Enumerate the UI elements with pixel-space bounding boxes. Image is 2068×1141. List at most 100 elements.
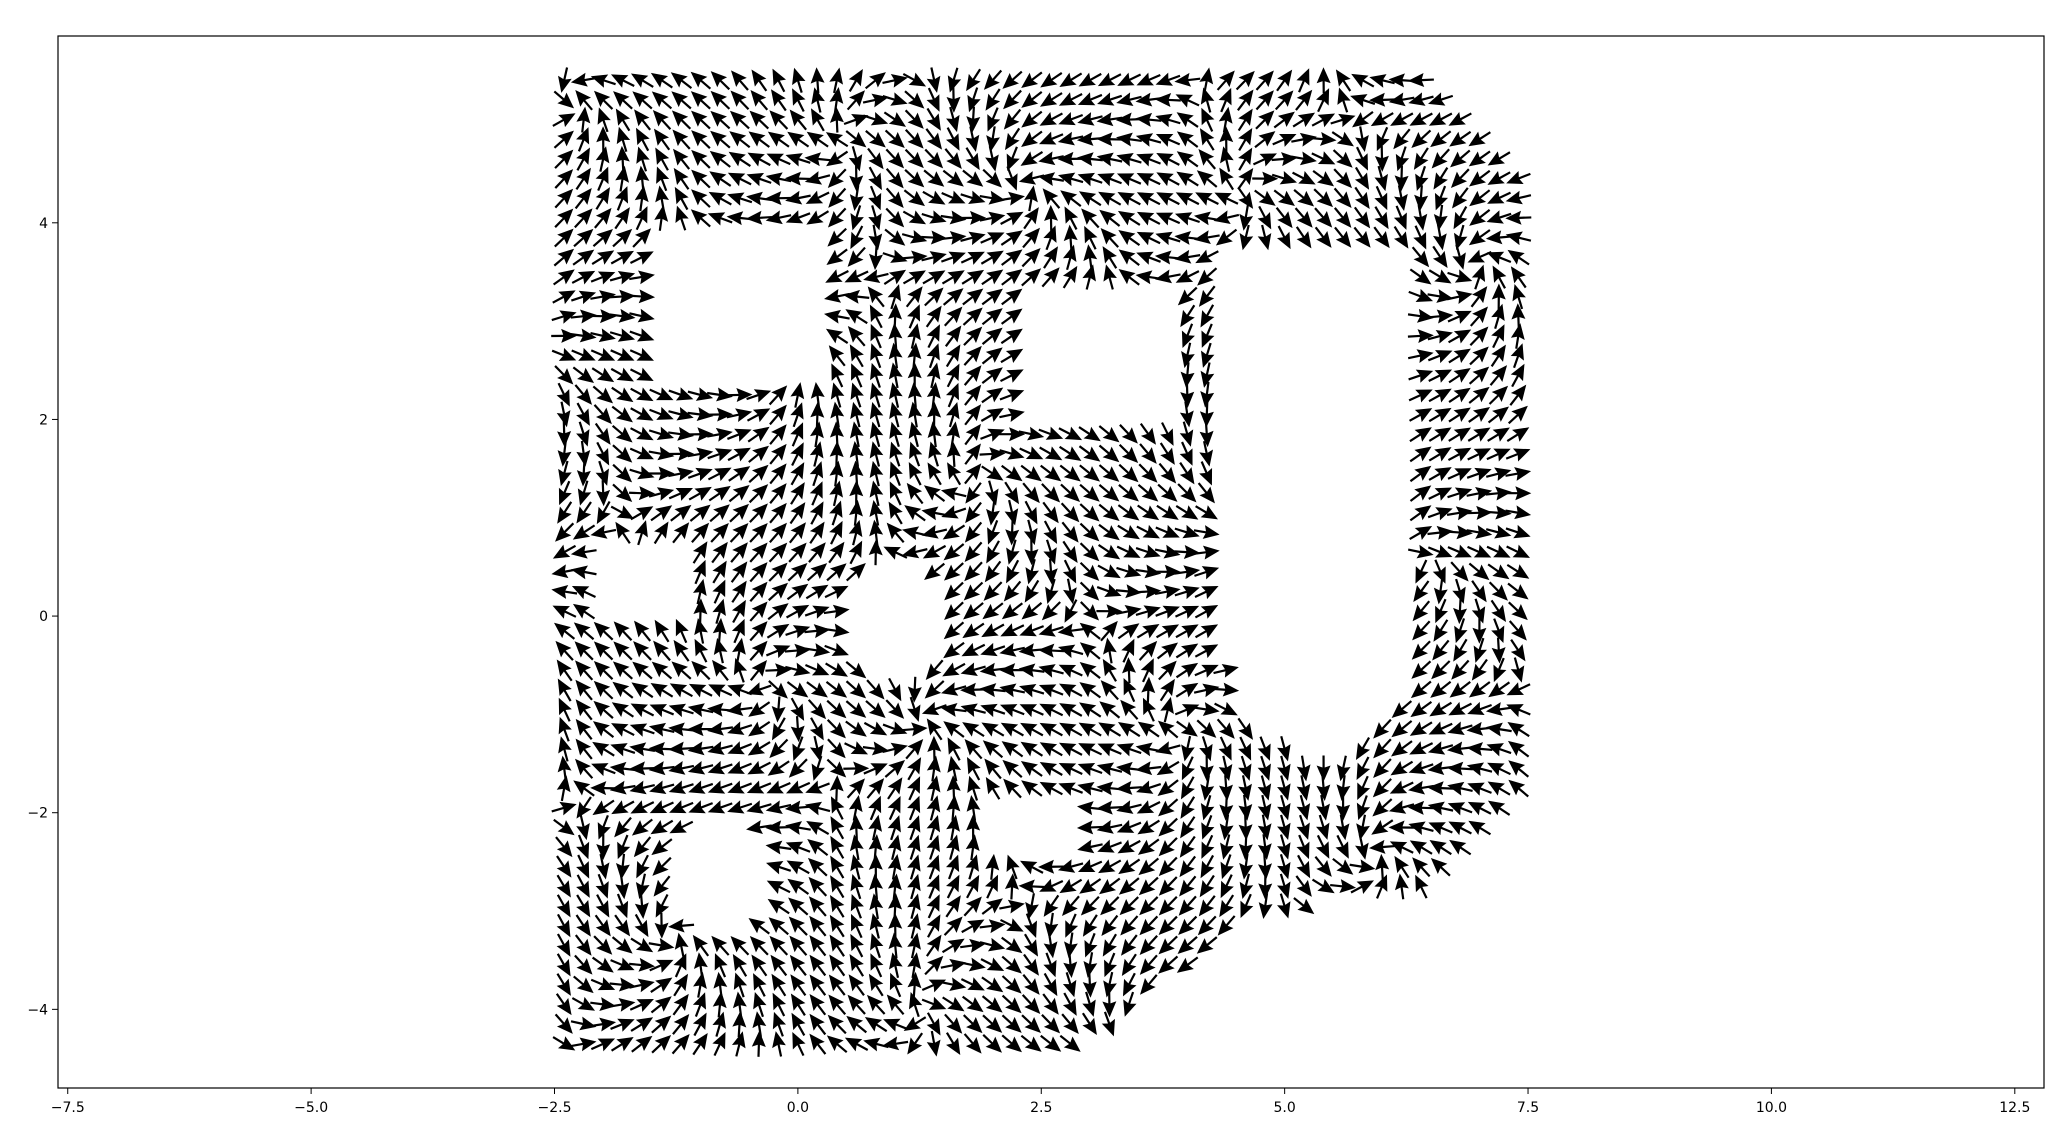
quiver-arrow <box>632 661 653 680</box>
quiver-arrow <box>609 308 636 323</box>
quiver-arrow <box>712 1032 726 1057</box>
quiver-arrow <box>1448 112 1472 126</box>
quiver-arrow <box>943 306 963 327</box>
quiver-arrow <box>1103 264 1117 290</box>
quiver-arrow <box>1039 446 1063 461</box>
quiver-arrow <box>611 386 634 403</box>
quiver-arrow <box>921 701 947 716</box>
quiver-arrow <box>1097 743 1122 757</box>
quiver-arrow <box>850 854 864 880</box>
quiver-arrow <box>908 421 923 448</box>
quiver-arrow <box>811 755 825 781</box>
quiver-arrow <box>1076 131 1103 146</box>
quiver-arrow <box>926 854 940 880</box>
quiver-arrow <box>1448 387 1471 403</box>
quiver-arrow <box>870 953 884 978</box>
quiver-arrow <box>1337 87 1351 113</box>
quiver-arrow <box>1469 306 1489 327</box>
quiver-arrow <box>986 540 1001 564</box>
quiver-arrow <box>1006 559 1020 584</box>
quiver-arrow <box>889 952 903 979</box>
quiver-arrow <box>1371 819 1394 835</box>
quiver-arrow <box>1118 877 1140 895</box>
quiver-arrow <box>1238 834 1253 861</box>
quiver-arrow <box>591 367 615 383</box>
quiver-arrow <box>1291 132 1317 147</box>
quiver-arrow <box>999 427 1026 442</box>
quiver-arrow <box>1023 207 1039 230</box>
quiver-arrow <box>1394 185 1408 211</box>
quiver-arrow <box>655 894 670 918</box>
quiver-arrow <box>553 248 575 267</box>
quiver-arrow <box>887 815 901 841</box>
quiver-arrow <box>844 741 869 755</box>
quiver-arrow <box>1196 936 1218 954</box>
quiver-arrow <box>1154 250 1181 265</box>
quiver-arrow <box>1179 835 1196 858</box>
quiver-arrow <box>1472 617 1487 644</box>
quiver-arrow <box>807 857 828 877</box>
quiver-arrow <box>1409 427 1432 443</box>
quiver-arrow <box>999 899 1025 914</box>
quiver-arrow <box>847 326 866 347</box>
quiver-arrow <box>1199 401 1214 428</box>
quiver-arrow <box>1179 855 1197 878</box>
quiver-arrow <box>1156 760 1180 776</box>
quiver-arrow <box>848 519 863 546</box>
quiver-arrow <box>907 815 921 841</box>
quiver-arrow <box>575 758 594 779</box>
quiver-arrow <box>810 108 825 132</box>
quiver-arrow <box>1470 286 1488 308</box>
quiver-arrow <box>847 994 866 1015</box>
quiver-arrow <box>789 954 807 976</box>
quiver-arrow <box>792 736 806 761</box>
quiver-arrow <box>1082 264 1096 290</box>
quiver-arrow <box>1467 544 1492 558</box>
quiver-arrow <box>557 501 573 524</box>
quiver-arrow <box>1021 780 1043 797</box>
quiver-arrow <box>790 462 805 486</box>
quiver-arrow <box>610 1036 634 1052</box>
quiver-arrow <box>1001 741 1024 758</box>
quiver-arrow <box>926 834 940 860</box>
quiver-arrow <box>901 250 928 265</box>
quiver-arrow <box>947 462 962 486</box>
quiver-arrow <box>885 699 905 719</box>
quiver-arrow <box>1097 544 1121 560</box>
quiver-arrow <box>1487 190 1512 204</box>
quiver-arrow <box>1176 720 1198 737</box>
quiver-arrow <box>1239 204 1254 231</box>
quiver-arrow <box>1369 92 1396 107</box>
quiver-arrow <box>1004 127 1021 151</box>
quiver-arrow <box>1468 150 1491 167</box>
quiver-arrow <box>1018 879 1045 894</box>
quiver-arrow <box>1350 880 1374 894</box>
quiver-arrow <box>1181 323 1195 348</box>
quiver-arrow <box>1178 895 1197 916</box>
quiver-arrow <box>1452 187 1469 209</box>
quiver-arrow <box>1427 544 1453 558</box>
quiver-arrow <box>923 485 946 503</box>
quiver-arrow <box>1428 447 1452 462</box>
quiver-arrow <box>1058 426 1083 441</box>
quiver-arrow <box>1006 539 1020 565</box>
quiver-arrow <box>611 723 635 737</box>
quiver-arrow <box>1277 755 1291 782</box>
quiver-arrow <box>1115 780 1142 795</box>
quiver-arrow <box>615 145 630 172</box>
quiver-arrow <box>692 1012 707 1037</box>
quiver-arrow <box>1079 642 1101 660</box>
y-tick-label: 2 <box>39 412 48 428</box>
quiver-arrow <box>751 69 768 92</box>
quiver-arrow <box>1160 422 1174 446</box>
quiver-arrow <box>1407 800 1434 815</box>
quiver-arrow <box>1000 230 1023 246</box>
quiver-arrow <box>979 211 1006 226</box>
quiver-arrow <box>1116 173 1142 187</box>
quiver-arrow <box>687 427 714 442</box>
quiver-arrow <box>552 269 575 286</box>
quiver-arrow <box>1154 93 1181 108</box>
quiver-arrow <box>691 660 711 681</box>
quiver-arrow <box>1201 342 1215 368</box>
quiver-arrow <box>1076 820 1103 835</box>
